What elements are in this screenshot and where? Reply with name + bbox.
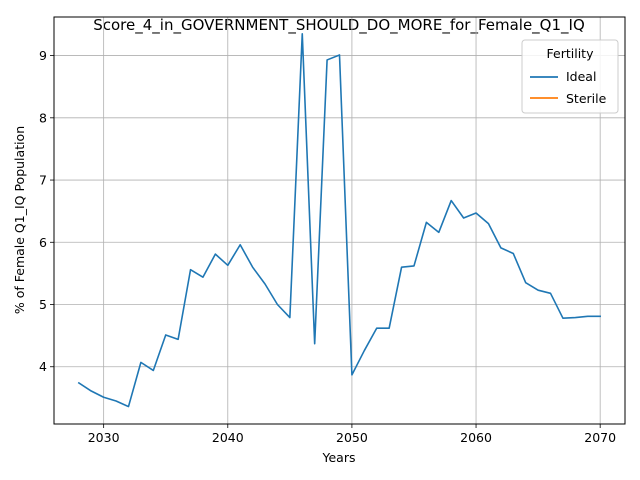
legend: Fertility Ideal Sterile	[521, 39, 619, 114]
x-axis-label: Years	[322, 450, 356, 465]
plot-area-frame	[53, 16, 626, 425]
ticks: 2030 2040 2050 2060 2070 4 5 6 7 8 9	[39, 48, 616, 445]
y-tick-label: 4	[39, 359, 47, 374]
y-tick-label: 5	[39, 297, 47, 312]
legend-frame	[521, 39, 619, 114]
legend-label-ideal: Ideal	[566, 69, 596, 84]
x-tick-label: 2070	[584, 430, 616, 445]
chart-title: Score_4_in_GOVERNMENT_SHOULD_DO_MORE_for…	[93, 16, 585, 35]
y-axis-label: % of Female Q1_IQ Population	[12, 126, 27, 314]
legend-title: Fertility	[547, 46, 595, 61]
y-tick-label: 6	[39, 235, 47, 250]
legend-label-sterile: Sterile	[566, 91, 607, 106]
series-line-ideal	[77, 32, 601, 408]
y-tick-label: 7	[39, 173, 47, 188]
y-tick-label: 9	[39, 48, 47, 63]
y-tick-label: 8	[39, 110, 47, 125]
x-tick-label: 2050	[336, 430, 368, 445]
x-tick-label: 2030	[88, 430, 120, 445]
x-tick-label: 2060	[460, 430, 492, 445]
x-tick-label: 2040	[212, 430, 244, 445]
series-layer	[77, 32, 601, 408]
